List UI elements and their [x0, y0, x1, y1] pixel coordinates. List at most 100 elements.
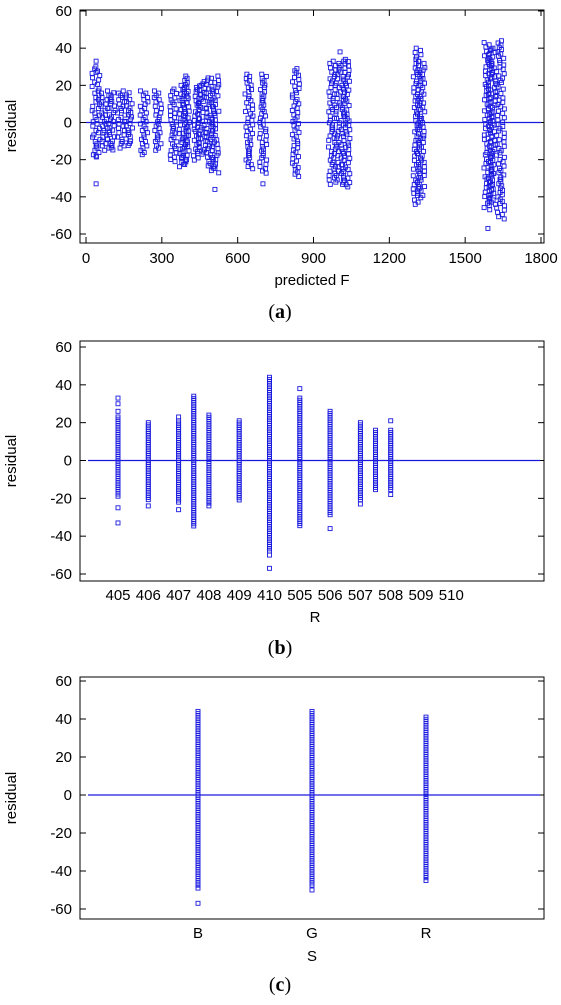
data-cluster: [179, 73, 193, 167]
data-point: [208, 168, 214, 174]
data-point: [206, 500, 212, 506]
y-tick-label: 40: [55, 377, 72, 394]
data-point: [245, 104, 251, 110]
data-point: [215, 146, 221, 152]
data-point: [501, 135, 507, 140]
y-tick-label: -60: [50, 226, 72, 243]
data-point: [250, 106, 256, 112]
data-point: [90, 103, 96, 109]
data-point: [168, 148, 174, 154]
data-point: [121, 132, 127, 138]
data-point: [347, 155, 353, 161]
data-point: [422, 168, 427, 174]
y-tick-label: -20: [50, 152, 72, 169]
data-cluster: [414, 58, 428, 198]
x-tick-label: 505: [287, 587, 312, 604]
data-point: [487, 207, 493, 213]
data-point: [245, 115, 251, 121]
data-point: [205, 163, 211, 169]
data-cluster: [339, 56, 353, 190]
outlier-point: [297, 386, 303, 392]
x-tick-label: 506: [318, 587, 343, 604]
data-point: [137, 112, 143, 118]
y-tick-label: 60: [55, 3, 72, 20]
data-cluster: [145, 420, 151, 509]
data-point: [116, 125, 121, 131]
data-point: [346, 103, 352, 108]
data-point: [115, 110, 120, 116]
outlier-point: [212, 186, 218, 192]
y-tick-label: -20: [50, 825, 72, 842]
data-cluster: [309, 708, 315, 893]
data-point: [326, 137, 332, 143]
data-point: [502, 203, 508, 209]
y-tick-label: 60: [55, 339, 72, 356]
data-point: [327, 133, 333, 139]
data-point: [158, 110, 164, 116]
data-point: [326, 89, 332, 95]
y-tick-label: 0: [64, 115, 72, 132]
y-tick-label: 0: [64, 453, 72, 470]
data-point: [191, 137, 197, 143]
data-point: [326, 144, 331, 150]
data-point: [98, 103, 104, 109]
y-tick-label: -40: [50, 528, 72, 545]
y-tick-label: -60: [50, 901, 72, 918]
data-point: [204, 95, 210, 101]
data-point: [413, 45, 419, 51]
data-point: [494, 152, 500, 158]
data-point: [215, 73, 221, 79]
data-point: [499, 80, 504, 85]
data-point: [250, 131, 255, 137]
data-point: [292, 83, 298, 89]
data-point: [412, 98, 418, 104]
data-point: [145, 497, 151, 503]
data-point: [418, 52, 424, 58]
data-point: [105, 136, 110, 142]
data-point: [414, 190, 420, 196]
data-point: [289, 107, 295, 113]
data-point: [172, 110, 178, 116]
caption-c-letter: c: [276, 974, 285, 996]
data-point: [495, 113, 501, 118]
data-point: [116, 130, 122, 136]
outlier-point: [176, 414, 182, 420]
data-point: [102, 147, 108, 153]
outlier-point: [388, 492, 394, 497]
xlabel-b: R: [310, 609, 321, 626]
data-cluster: [137, 88, 151, 158]
data-point: [501, 115, 507, 121]
x-tick-label: 510: [439, 587, 464, 604]
data-point: [216, 170, 222, 176]
data-cluster: [206, 412, 212, 509]
data-point: [494, 121, 500, 127]
data-point: [327, 512, 333, 518]
data-point: [411, 85, 417, 91]
data-point: [196, 145, 202, 151]
data-cluster: [494, 38, 508, 222]
data-point: [421, 164, 427, 170]
data-point: [327, 113, 333, 119]
data-cluster: [423, 714, 429, 883]
outlier-point: [115, 395, 121, 401]
data-point: [326, 177, 332, 183]
data-point: [129, 101, 135, 107]
outlier-point: [93, 181, 99, 187]
points-c: [195, 708, 429, 906]
y-tick-label: 0: [64, 787, 72, 804]
data-cluster: [289, 66, 302, 179]
outlier-point: [309, 887, 315, 893]
data-point: [250, 102, 256, 108]
data-point: [263, 133, 269, 139]
data-cluster: [236, 418, 242, 503]
data-cluster: [191, 393, 197, 529]
data-point: [296, 129, 302, 135]
data-point: [209, 75, 214, 81]
data-point: [191, 523, 197, 529]
data-point: [496, 137, 502, 143]
outlier-point: [115, 408, 121, 414]
data-point: [415, 151, 421, 157]
data-cluster: [327, 408, 333, 532]
